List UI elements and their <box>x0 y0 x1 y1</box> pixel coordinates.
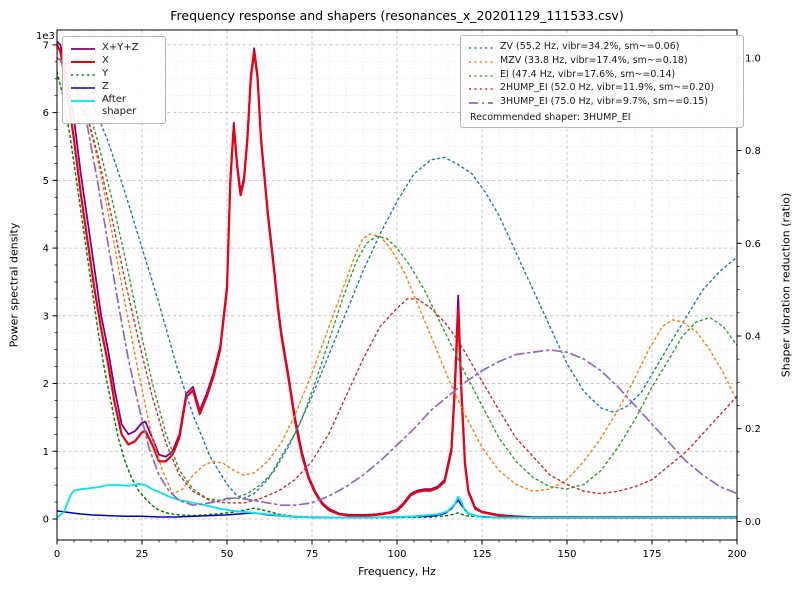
series-line-after-shaper <box>57 482 737 519</box>
legend-item-2hump-ei: 2HUMP_EI (52.0 Hz, vibr=11.9%, sm~=0.20) <box>468 82 736 95</box>
legend-label: 2HUMP_EI (52.0 Hz, vibr=11.9%, sm~=0.20) <box>500 82 715 94</box>
legend-psd: X+Y+Z X Y Z After shaper <box>62 36 166 124</box>
legend-label: X+Y+Z <box>102 42 139 53</box>
tick-label: 125 <box>472 549 491 560</box>
legend-shapers: ZV (55.2 Hz, vibr=34.2%, sm~=0.06) MZV (3… <box>460 35 744 129</box>
chart-title: Frequency response and shapers (resonanc… <box>170 8 624 23</box>
legend-item-x: X <box>70 55 158 67</box>
tick-label: 4 <box>43 244 49 255</box>
tick-label: 0.0 <box>745 517 761 528</box>
legend-line-sample-y <box>71 74 95 76</box>
legend-item-mzv: MZV (33.8 Hz, vibr=17.4%, sm~=0.18) <box>468 55 736 68</box>
tick-label: 100 <box>387 549 406 560</box>
tick-label: 175 <box>642 549 661 560</box>
series-line-3hump-ei <box>57 56 737 507</box>
tick-label: 50 <box>221 549 234 560</box>
legend-line-sample-zv <box>469 47 493 49</box>
tick-label: 7 <box>43 40 49 51</box>
tick-label: 150 <box>557 549 576 560</box>
tick-label: 0 <box>54 549 60 560</box>
legend-label: After shaper <box>102 94 137 117</box>
tick-label: 0.6 <box>745 239 761 250</box>
tick-label: 0.8 <box>745 146 761 157</box>
legend-item-x+y+z: X+Y+Z <box>70 42 158 54</box>
tick-label: 0 <box>43 515 49 526</box>
tick-label: 1 <box>43 447 49 458</box>
legend-label: X <box>102 55 109 66</box>
legend-label: Z <box>102 81 109 92</box>
legend-item-ei: EI (47.4 Hz, vibr=17.6%, sm~=0.14) <box>468 69 736 82</box>
x-axis-label: Frequency, Hz <box>358 565 436 578</box>
series-lines <box>57 40 737 519</box>
legend-item-y: Y <box>70 68 158 80</box>
axis-offset-multiplier: 1e3 <box>36 31 55 42</box>
legend-line-sample-3hump-ei <box>469 102 493 105</box>
legend-item-z: Z <box>70 81 158 93</box>
tick-label: 25 <box>136 549 149 560</box>
legend-line-sample-2hump-ei <box>469 88 493 91</box>
tick-label: 200 <box>727 549 746 560</box>
tick-label: 1.0 <box>745 53 761 64</box>
y-axis-label-left: Power spectral density <box>7 222 21 348</box>
legend-item-after-shaper: After shaper <box>70 94 158 118</box>
tick-label: 75 <box>306 549 319 560</box>
legend-item-zv: ZV (55.2 Hz, vibr=34.2%, sm~=0.06) <box>468 41 736 54</box>
tick-label: 3 <box>43 311 49 322</box>
legend-line-sample-z <box>71 87 95 89</box>
y-axis-label-right: Shaper vibration reduction (ratio) <box>779 192 793 378</box>
legend-label: 3HUMP_EI (75.0 Hz, vibr=9.7%, sm~=0.15) <box>500 96 709 108</box>
series-line-x <box>57 43 737 519</box>
tick-label: 0.4 <box>745 332 761 343</box>
legend-item-3hump-ei: 3HUMP_EI (75.0 Hz, vibr=9.7%, sm~=0.15) <box>468 96 736 109</box>
recommended-shaper-text: Recommended shaper: 3HUMP_EI <box>470 112 631 124</box>
axis-ticks: 0 25 50 75 100 125 150 175 200 0 1 2 3 4 5 6 7 0.0 0.2 0.4 0… <box>43 40 761 560</box>
legend-label: ZV (55.2 Hz, vibr=34.2%, sm~=0.06) <box>500 41 680 52</box>
series-line-y <box>57 71 737 519</box>
legend-label: Y <box>102 68 109 79</box>
legend-line-sample-x+y+z <box>71 48 95 50</box>
series-line-ei <box>57 57 737 502</box>
tick-label: 0.2 <box>745 424 761 435</box>
legend-label: MZV (33.8 Hz, vibr=17.4%, sm~=0.18) <box>500 54 688 66</box>
series-line-mzv <box>57 57 737 495</box>
legend-line-sample-ei <box>469 74 493 77</box>
legend-line-sample-after-shaper <box>71 100 95 102</box>
legend-line-sample-mzv <box>469 61 493 63</box>
legend-line-sample-x <box>71 61 95 63</box>
tick-label: 6 <box>43 108 49 119</box>
legend-label: EI (47.4 Hz, vibr=17.6%, sm~=0.14) <box>500 68 676 80</box>
tick-label: 5 <box>43 176 49 187</box>
tick-label: 2 <box>43 379 49 390</box>
